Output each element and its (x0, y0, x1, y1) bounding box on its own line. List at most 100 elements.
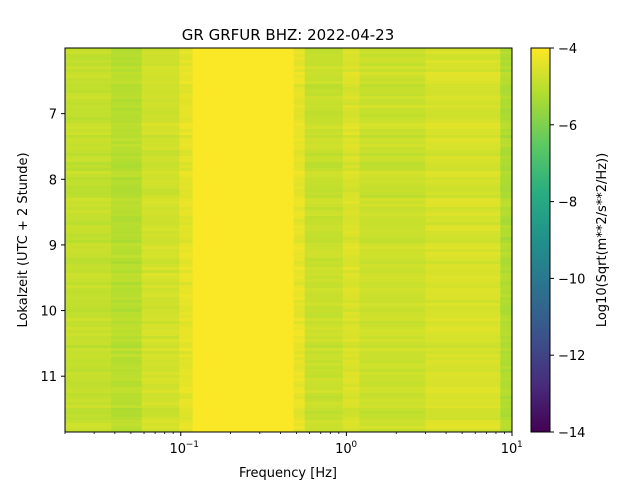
heatmap-cell (342, 108, 360, 112)
heatmap-cell (500, 270, 512, 274)
heatmap-cell (141, 327, 180, 331)
heatmap-cell (500, 387, 512, 391)
heatmap-cell (293, 225, 306, 229)
heatmap-cell (359, 252, 426, 256)
heatmap-cell (304, 240, 344, 244)
heatmap-cell (425, 309, 501, 313)
heatmap-cell (141, 99, 180, 103)
heatmap-cell (192, 375, 295, 379)
heatmap-cell (111, 234, 143, 238)
heatmap-cell (342, 405, 360, 409)
heatmap-cell (500, 243, 512, 247)
heatmap-cell (141, 96, 180, 100)
heatmap-cell (192, 201, 295, 205)
y-tick-label: 11 (40, 370, 57, 385)
heatmap-cell (111, 123, 143, 127)
heatmap-cell (342, 72, 360, 76)
heatmap-cell (141, 345, 180, 349)
heatmap-cell (304, 87, 344, 91)
heatmap-cell (65, 102, 112, 106)
heatmap-cell (65, 330, 112, 334)
heatmap-cell (304, 429, 344, 432)
heatmap-cell (111, 255, 143, 259)
heatmap-cell (65, 189, 112, 193)
heatmap-cell (293, 273, 306, 277)
heatmap-cell (500, 288, 512, 292)
heatmap-cell (179, 138, 194, 142)
heatmap-cell (65, 198, 112, 202)
heatmap-cell (359, 381, 426, 385)
heatmap-cell (111, 210, 143, 214)
heatmap-cell (359, 405, 426, 409)
heatmap-cell (304, 330, 344, 334)
heatmap-cell (141, 396, 180, 400)
heatmap-cell (304, 297, 344, 301)
heatmap-cell (293, 312, 306, 316)
heatmap-cell (293, 393, 306, 397)
heatmap-cell (65, 219, 112, 223)
heatmap-cell (500, 366, 512, 370)
heatmap-cell (141, 429, 180, 432)
heatmap-cell (111, 423, 143, 427)
heatmap-cell (425, 138, 501, 142)
heatmap-cell (304, 192, 344, 196)
heatmap-cell (500, 60, 512, 64)
heatmap-cell (425, 195, 501, 199)
heatmap-cell (304, 414, 344, 418)
heatmap-cell (500, 183, 512, 187)
heatmap-cell (304, 63, 344, 67)
heatmap-cell (500, 90, 512, 94)
heatmap-cell (141, 339, 180, 343)
heatmap-cell (304, 198, 344, 202)
heatmap-cell (179, 261, 194, 265)
heatmap-cell (141, 60, 180, 64)
heatmap-cell (111, 372, 143, 376)
heatmap-cell (304, 411, 344, 415)
heatmap-cell (500, 96, 512, 100)
heatmap-cell (192, 324, 295, 328)
heatmap-cell (179, 258, 194, 262)
heatmap-cell (304, 150, 344, 154)
heatmap-cell (293, 81, 306, 85)
heatmap-cell (304, 177, 344, 181)
heatmap-cell (342, 138, 360, 142)
heatmap-cell (141, 87, 180, 91)
heatmap-cell (65, 366, 112, 370)
heatmap-cell (111, 72, 143, 76)
x-tick-exponent: 1 (517, 440, 523, 450)
heatmap-cell (425, 342, 501, 346)
heatmap-cell (192, 357, 295, 361)
heatmap-cell (192, 318, 295, 322)
heatmap-cell (192, 276, 295, 280)
heatmap-cells (65, 48, 512, 432)
heatmap-cell (425, 234, 501, 238)
heatmap-cell (500, 108, 512, 112)
heatmap-cell (293, 147, 306, 151)
heatmap-cell (425, 93, 501, 97)
heatmap-cell (500, 138, 512, 142)
heatmap-cell (192, 381, 295, 385)
heatmap-cell (111, 120, 143, 124)
heatmap-cell (111, 96, 143, 100)
heatmap-cell (500, 369, 512, 373)
heatmap-cell (293, 102, 306, 106)
heatmap-cell (359, 84, 426, 88)
heatmap-cell (65, 354, 112, 358)
heatmap-cell (304, 381, 344, 385)
heatmap-cell (179, 393, 194, 397)
heatmap-cell (141, 267, 180, 271)
heatmap-cell (342, 381, 360, 385)
heatmap-cell (359, 264, 426, 268)
heatmap-cell (304, 219, 344, 223)
heatmap-cell (111, 336, 143, 340)
heatmap-cell (342, 183, 360, 187)
heatmap-cell (304, 186, 344, 190)
heatmap-cell (111, 216, 143, 220)
heatmap-cell (304, 276, 344, 280)
heatmap-cell (141, 273, 180, 277)
heatmap-cell (342, 312, 360, 316)
heatmap-cell (293, 324, 306, 328)
heatmap-cell (304, 153, 344, 157)
heatmap-cell (500, 261, 512, 265)
heatmap-cell (111, 339, 143, 343)
